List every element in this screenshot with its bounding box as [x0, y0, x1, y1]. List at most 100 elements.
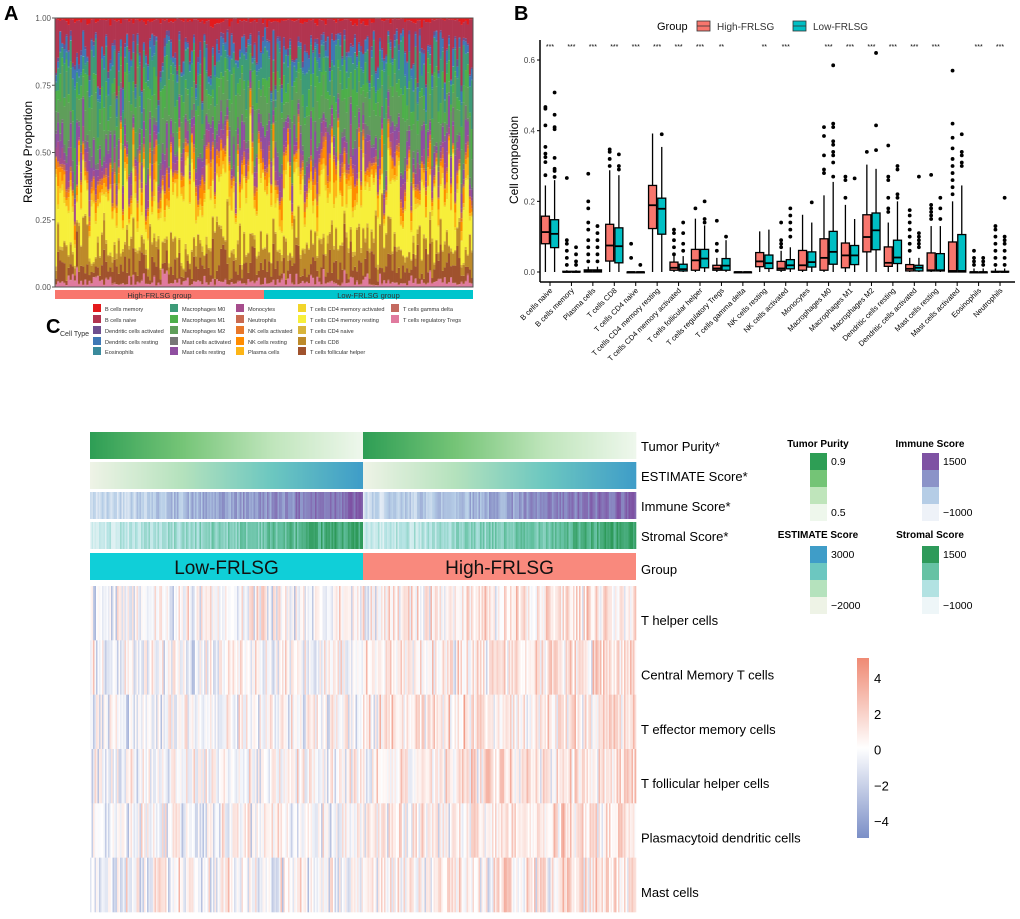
stacked-bar-segment [80, 209, 83, 246]
stacked-bar-segment [253, 247, 256, 283]
stacked-bar-segment [427, 158, 430, 163]
stacked-bar-segment [245, 52, 248, 60]
stacked-bar-segment [416, 284, 419, 287]
stacked-bar-segment [140, 112, 144, 114]
stacked-bar-segment [305, 22, 309, 52]
stacked-bar-segment [364, 51, 367, 53]
stacked-bar-segment [410, 259, 413, 261]
stacked-bar-segment [211, 141, 215, 146]
stacked-bar-segment [328, 124, 332, 135]
stacked-bar-segment [320, 132, 323, 150]
stacked-bar-segment [362, 153, 365, 158]
stacked-bar-segment [75, 122, 79, 166]
stacked-bar-segment [245, 178, 248, 181]
outlier-point [874, 148, 878, 153]
stacked-bar-segment [399, 187, 403, 200]
stacked-bar-segment [59, 31, 62, 52]
stacked-bar-segment [247, 43, 250, 46]
stacked-bar-segment [136, 44, 139, 54]
stacked-bar-segment [182, 75, 185, 103]
stacked-bar-segment [278, 36, 282, 42]
stacked-bar-segment [184, 160, 187, 166]
outlier-point [993, 227, 998, 232]
stacked-bar-segment [253, 177, 256, 187]
stacked-bar-segment [113, 130, 116, 135]
stacked-bar-segment [299, 125, 302, 134]
stacked-bar-segment [414, 254, 417, 259]
stacked-bar-segment [358, 178, 361, 224]
stacked-bar-segment [138, 250, 141, 261]
stacked-bar-segment [454, 38, 457, 48]
stacked-bar-segment [435, 18, 438, 20]
stacked-bar-segment [100, 185, 104, 190]
stacked-bar-segment [140, 129, 144, 144]
stacked-bar-segment [92, 19, 96, 42]
stacked-bar-segment [228, 99, 231, 112]
stacked-bar-segment [328, 153, 332, 155]
stacked-bar-segment [253, 18, 256, 21]
stacked-bar-segment [218, 86, 221, 121]
stacked-bar-segment [69, 61, 73, 69]
stacked-bar-segment [199, 184, 202, 187]
stacked-bar-segment [211, 120, 215, 134]
stacked-bar-segment [289, 144, 292, 163]
stacked-bar-segment [307, 89, 311, 116]
stacked-bar-segment [180, 193, 183, 197]
stacked-bar-segment [282, 62, 286, 64]
stacked-bar-segment [458, 110, 461, 133]
stacked-bar-segment [289, 45, 292, 49]
stacked-bar-segment [134, 87, 137, 96]
stacked-bar-segment [178, 96, 181, 119]
stacked-bar-segment [286, 128, 290, 129]
stacked-bar-segment [243, 54, 246, 56]
stacked-bar-segment [464, 281, 468, 287]
stacked-bar-segment [399, 249, 403, 251]
stacked-bar-segment [119, 123, 123, 130]
stacked-bar-segment [226, 29, 229, 33]
stacked-bar-segment [236, 154, 240, 167]
stacked-bar-segment [96, 276, 100, 287]
stacked-bar-segment [238, 184, 242, 187]
stacked-bar-segment [326, 18, 330, 20]
stacked-bar-segment [368, 278, 371, 284]
stacked-bar-segment [121, 211, 125, 215]
stacked-bar-segment [211, 133, 215, 142]
stacked-bar-segment [247, 253, 250, 273]
stacked-bar-segment [174, 163, 177, 171]
stacked-bar-segment [107, 279, 110, 287]
box-high [926, 252, 936, 272]
stacked-bar-segment [270, 101, 273, 125]
stacked-bar-segment [115, 204, 118, 207]
stacked-bar-segment [301, 275, 305, 281]
stacked-bar-segment [207, 20, 210, 77]
stacked-bar-segment [186, 156, 190, 159]
stacked-bar-segment [126, 19, 129, 34]
stacked-bar-segment [84, 167, 87, 172]
stacked-bar-segment [324, 121, 327, 128]
stacked-bar-segment [234, 63, 238, 65]
significance-label: *** [610, 44, 618, 51]
stacked-bar-segment [218, 226, 221, 266]
stacked-bar-segment [312, 52, 315, 74]
stacked-bar-segment [121, 18, 125, 88]
stacked-bar-segment [94, 34, 98, 39]
stacked-bar-segment [61, 262, 64, 282]
stacked-bar-segment [360, 207, 363, 248]
stacked-bar-segment [270, 129, 273, 159]
stacked-bar-segment [378, 88, 382, 117]
stacked-bar-segment [73, 225, 77, 240]
stacked-bar-segment [460, 221, 463, 232]
stacked-bar-segment [67, 50, 70, 52]
stacked-bar-segment [458, 135, 461, 152]
stacked-bar-segment [192, 18, 196, 20]
stacked-bar-segment [205, 113, 208, 116]
box-low [871, 212, 881, 251]
stacked-bar-segment [153, 275, 156, 278]
stacked-bar-segment [399, 33, 403, 35]
stacked-bar-segment [410, 68, 413, 70]
outlier-point [929, 202, 934, 207]
stacked-bar-segment [232, 52, 236, 68]
stacked-bar-segment [450, 177, 453, 184]
stacked-bar-segment [406, 165, 409, 169]
stacked-bar-segment [157, 132, 160, 134]
